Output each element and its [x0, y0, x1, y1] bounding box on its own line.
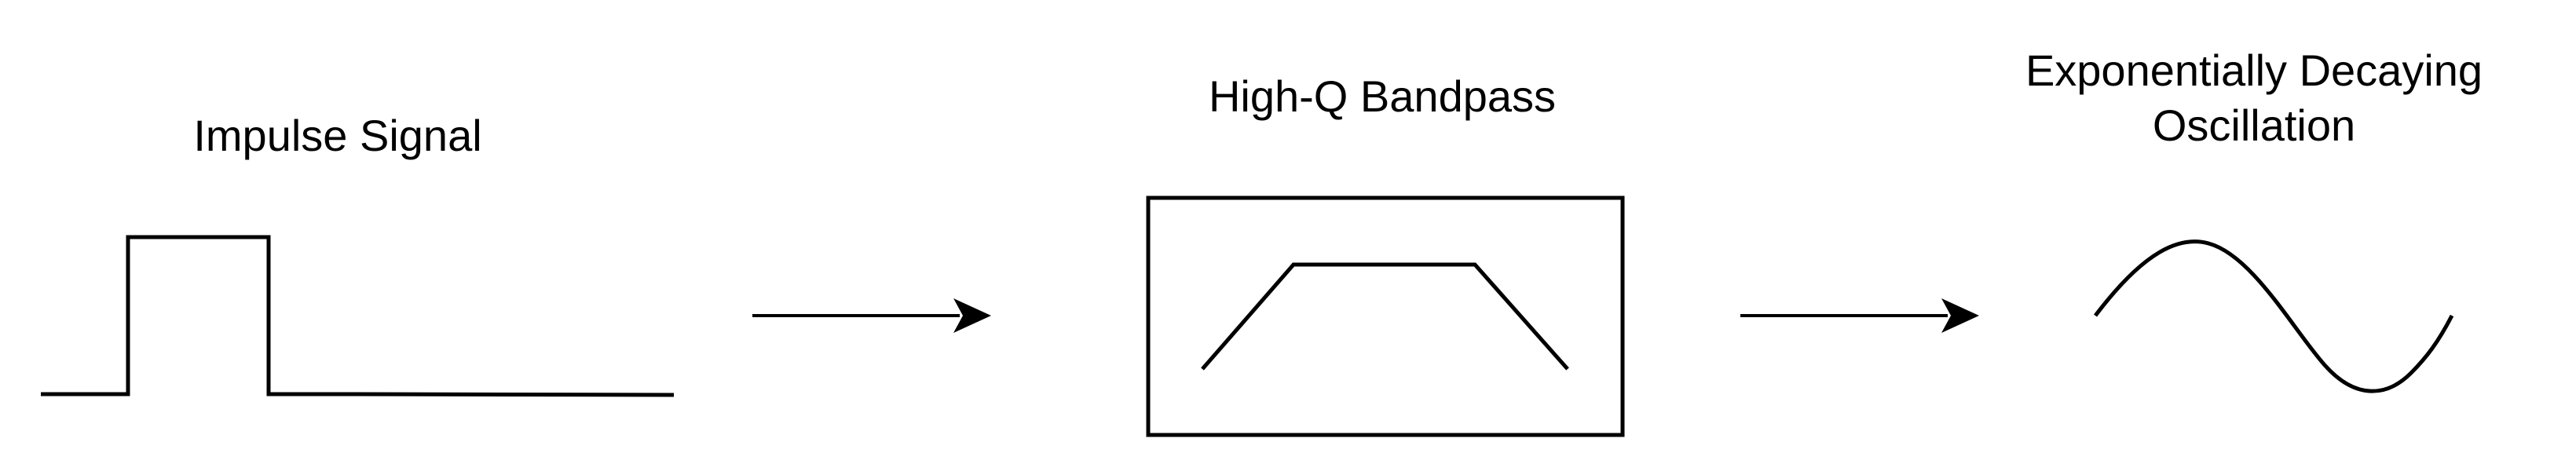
- oscillation-waveform: [2094, 239, 2454, 393]
- bandpass-filter-box: [1146, 195, 1625, 437]
- bandpass-filter-label: High-Q Bandpass: [1208, 71, 1556, 121]
- arrow-impulse-to-filter: [752, 298, 991, 333]
- impulse-signal-label: Impulse Signal: [193, 111, 482, 160]
- bandpass-response-curve: [1201, 262, 1569, 371]
- oscillation-label: Exponentially Decaying Oscillation: [1995, 43, 2513, 153]
- arrow-filter-to-output: [1740, 298, 1979, 333]
- oscillation-label-line-1: Exponentially Decaying: [2025, 46, 2483, 95]
- impulse-waveform: [41, 235, 675, 397]
- oscillation-label-line-2: Oscillation: [2152, 100, 2356, 150]
